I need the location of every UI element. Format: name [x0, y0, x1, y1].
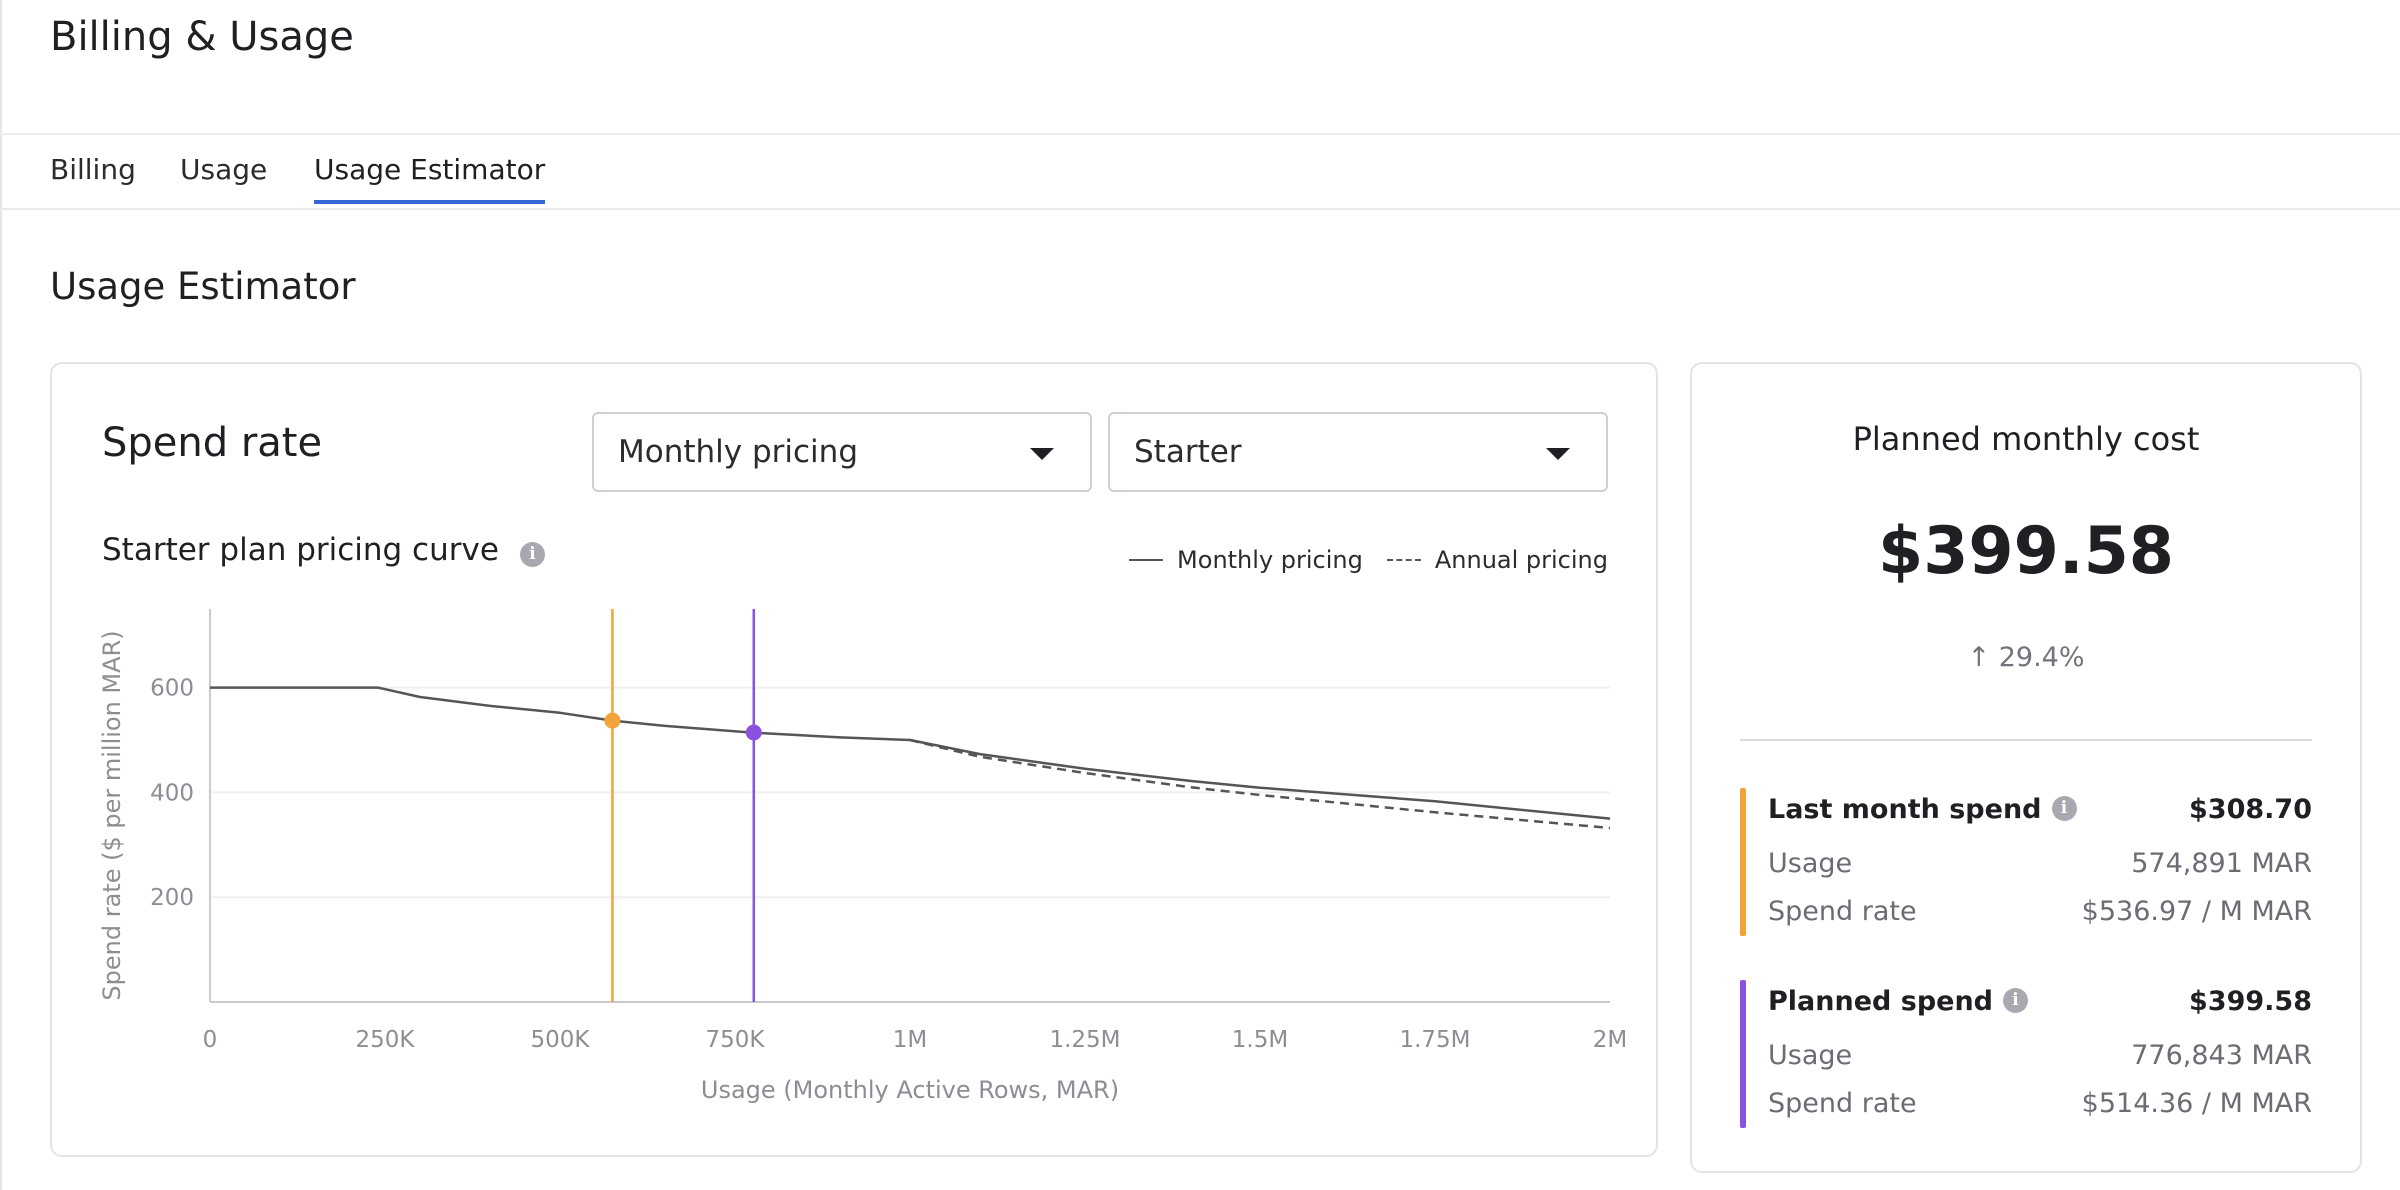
x-tick-label: 2M	[1593, 1027, 1627, 1053]
planned-usage-row: Usage 776,843 MAR	[1768, 1040, 2312, 1071]
x-tick-label: 1.75M	[1399, 1027, 1470, 1053]
planned-usage-value: 776,843 MAR	[2131, 1040, 2312, 1071]
last-month-rate-value: $536.97 / M MAR	[2081, 896, 2312, 927]
planned-header-row: Planned spend i $399.58	[1768, 986, 2312, 1017]
planned-cost-card: Planned monthly cost $399.58 ↑ 29.4% Las…	[1690, 362, 2362, 1173]
chevron-down-icon	[1546, 448, 1570, 460]
x-tick-label: 250K	[356, 1027, 416, 1053]
cost-change: ↑ 29.4%	[1692, 642, 2360, 673]
planned-cost-title: Planned monthly cost	[1852, 420, 2200, 458]
page-title: Billing & Usage	[50, 14, 354, 60]
planned-rate-value: $514.36 / M MAR	[2081, 1088, 2312, 1119]
spend-rate-title: Spend rate	[102, 420, 323, 466]
last-month-usage-label: Usage	[1768, 848, 1853, 879]
last-month-rate-row: Spend rate $536.97 / M MAR	[1768, 896, 2312, 927]
planned-rate-row: Spend rate $514.36 / M MAR	[1768, 1088, 2312, 1119]
annual-pricing-line	[909, 738, 1611, 830]
info-icon[interactable]: i	[2051, 796, 2077, 821]
tab-billing[interactable]: Billing	[50, 153, 136, 186]
tab-bar: Billing Usage Usage Estimator	[0, 135, 2400, 210]
last-month-title: Last month spend	[1768, 794, 2042, 825]
planned-marker-dot	[745, 724, 762, 741]
x-tick-label: 1.5M	[1232, 1027, 1288, 1053]
x-tick-label: 1M	[893, 1027, 927, 1053]
planned-color-bar	[1740, 980, 1746, 1128]
info-icon[interactable]: i	[520, 542, 545, 567]
arrow-up-icon: ↑	[1967, 642, 1991, 673]
planned-usage-label: Usage	[1768, 1040, 1853, 1071]
plan-select[interactable]: Starter	[1108, 412, 1608, 492]
chevron-down-icon	[1030, 448, 1054, 460]
spend-rate-card: Spend rate Monthly pricing Starter Start…	[50, 362, 1658, 1157]
pricing-type-value: Monthly pricing	[618, 434, 858, 470]
planned-cost-value: $399.58	[1877, 514, 2175, 589]
planned-title: Planned spend	[1768, 986, 1994, 1017]
last-month-spend-block: Last month spend i $308.70 Usage 574,891 …	[1740, 788, 2312, 936]
y-tick-label: 200	[150, 885, 194, 911]
page-header: Billing & Usage	[0, 0, 2400, 135]
cost-change-value: 29.4%	[1998, 642, 2085, 673]
last-month-amount: $308.70	[2189, 794, 2312, 825]
chart-legend: Monthly pricing Annual pricing	[1105, 546, 1608, 574]
last-month-color-bar	[1740, 788, 1746, 936]
legend-solid-line	[1129, 559, 1164, 561]
pricing-curve-label: Starter plan pricing curve	[102, 532, 499, 568]
last-month-header-row: Last month spend i $308.70	[1768, 794, 2312, 825]
legend-annual: Annual pricing	[1386, 546, 1608, 574]
page-left-border	[0, 0, 2, 1190]
x-tick-label: 500K	[531, 1027, 591, 1053]
x-tick-label: 0	[203, 1027, 218, 1053]
divider	[1740, 739, 2312, 741]
last-month-usage-value: 574,891 MAR	[2131, 848, 2312, 879]
section-title: Usage Estimator	[50, 265, 356, 308]
x-tick-label: 750K	[706, 1027, 766, 1053]
pricing-type-select[interactable]: Monthly pricing	[592, 412, 1092, 492]
tab-usage[interactable]: Usage	[180, 153, 268, 186]
pricing-curve-chart: 200 400 600 0 250K 500K 750K 1M 1.25M 1.5M 1.75M 2M…	[98, 609, 1627, 1104]
monthly-pricing-line	[210, 686, 1611, 820]
last-month-marker-dot	[604, 712, 621, 729]
plan-value: Starter	[1134, 434, 1242, 470]
y-tick-label: 400	[150, 780, 194, 806]
last-month-title-wrap: Last month spend i	[1768, 794, 2077, 825]
planned-title-wrap: Planned spend i	[1768, 986, 2029, 1017]
y-axis-title: Spend rate ($ per million MAR)	[98, 630, 126, 1000]
legend-annual-label: Annual pricing	[1434, 546, 1608, 574]
y-tick-label: 600	[150, 676, 194, 702]
x-axis-title: Usage (Monthly Active Rows, MAR)	[701, 1076, 1119, 1104]
legend-monthly-label: Monthly pricing	[1177, 546, 1363, 574]
planned-spend-block: Planned spend i $399.58 Usage 776,843 MAR…	[1740, 980, 2312, 1128]
legend-dashed-line	[1386, 559, 1421, 561]
x-tick-label: 1.25M	[1049, 1027, 1120, 1053]
info-icon[interactable]: i	[2003, 988, 2029, 1013]
last-month-rate-label: Spend rate	[1768, 896, 1917, 927]
planned-rate-label: Spend rate	[1768, 1088, 1917, 1119]
planned-amount: $399.58	[2189, 986, 2312, 1017]
pricing-curve-title: Starter plan pricing curve i	[102, 532, 545, 568]
last-month-usage-row: Usage 574,891 MAR	[1768, 848, 2312, 879]
tab-usage-estimator[interactable]: Usage Estimator	[314, 153, 546, 204]
legend-monthly: Monthly pricing	[1129, 546, 1363, 574]
